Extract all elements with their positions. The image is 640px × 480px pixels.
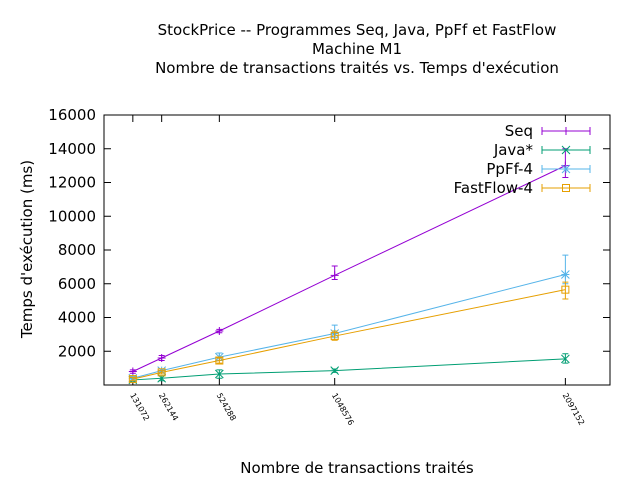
error-bar [129,376,136,382]
error-bar [562,281,569,300]
legend-entry-0: Seq [505,122,591,140]
legend-line [541,184,591,192]
data-point [157,368,166,377]
y-tick-label: 6000 [58,275,96,293]
y-tick-label: 12000 [48,174,96,192]
legend-entry-2: PpFf-4 [486,160,591,178]
series-line [132,273,566,379]
legend-entry-3: FastFlow-4 [454,179,591,197]
x-tick-label: 262144 [157,392,180,423]
legend-marker [562,184,570,192]
data-point [330,332,339,341]
x-axis-label: Nombre de transactions traités [240,459,474,477]
chart-title-line-3: Nombre de transactions traités vs. Temps… [155,59,559,77]
legend-label: Seq [505,122,533,140]
legend-marker [562,127,570,135]
error-bar [562,254,569,285]
data-point [330,366,340,376]
error-bar [158,370,165,375]
y-axis-label: Temps d'exécution (ms) [18,160,36,339]
y-tick-label: 14000 [48,140,96,158]
legend-label: Java* [493,141,534,159]
chart-title-line-1: StockPrice -- Programmes Seq, Java, PpFf… [158,21,557,39]
legend-marker [561,145,571,155]
series-3 [128,281,570,384]
y-tick-label: 8000 [58,241,96,259]
data-point [215,356,224,365]
x-tick-label: 1048576 [330,392,356,427]
legend-label: FastFlow-4 [454,179,533,197]
y-tick-label: 16000 [48,106,96,124]
series-line [132,289,566,380]
series-1 [128,353,570,385]
data-point [128,367,137,376]
data-point [561,285,570,294]
y-tick-label: 2000 [58,342,96,360]
y-tick-label: 10000 [48,207,96,225]
legend-entry-1: Java* [493,141,591,159]
plot-frame [103,114,611,386]
y-tick-label: 4000 [58,309,96,327]
chart-title-line-2: Machine M1 [312,40,402,58]
x-tick-label: 524288 [215,392,238,423]
legend-label: PpFf-4 [486,160,533,178]
legend-marker [561,164,571,174]
series-2 [128,254,570,383]
data-point [157,354,166,362]
data-point [561,270,570,279]
x-tick-label: 2097152 [561,392,587,427]
data-point [561,354,570,364]
error-bar [216,357,223,364]
x-tick-label: 131072 [128,392,151,423]
series-0 [128,148,570,376]
data-point [330,271,339,280]
data-point [128,375,137,384]
data-point [214,369,224,379]
data-point [215,327,224,335]
